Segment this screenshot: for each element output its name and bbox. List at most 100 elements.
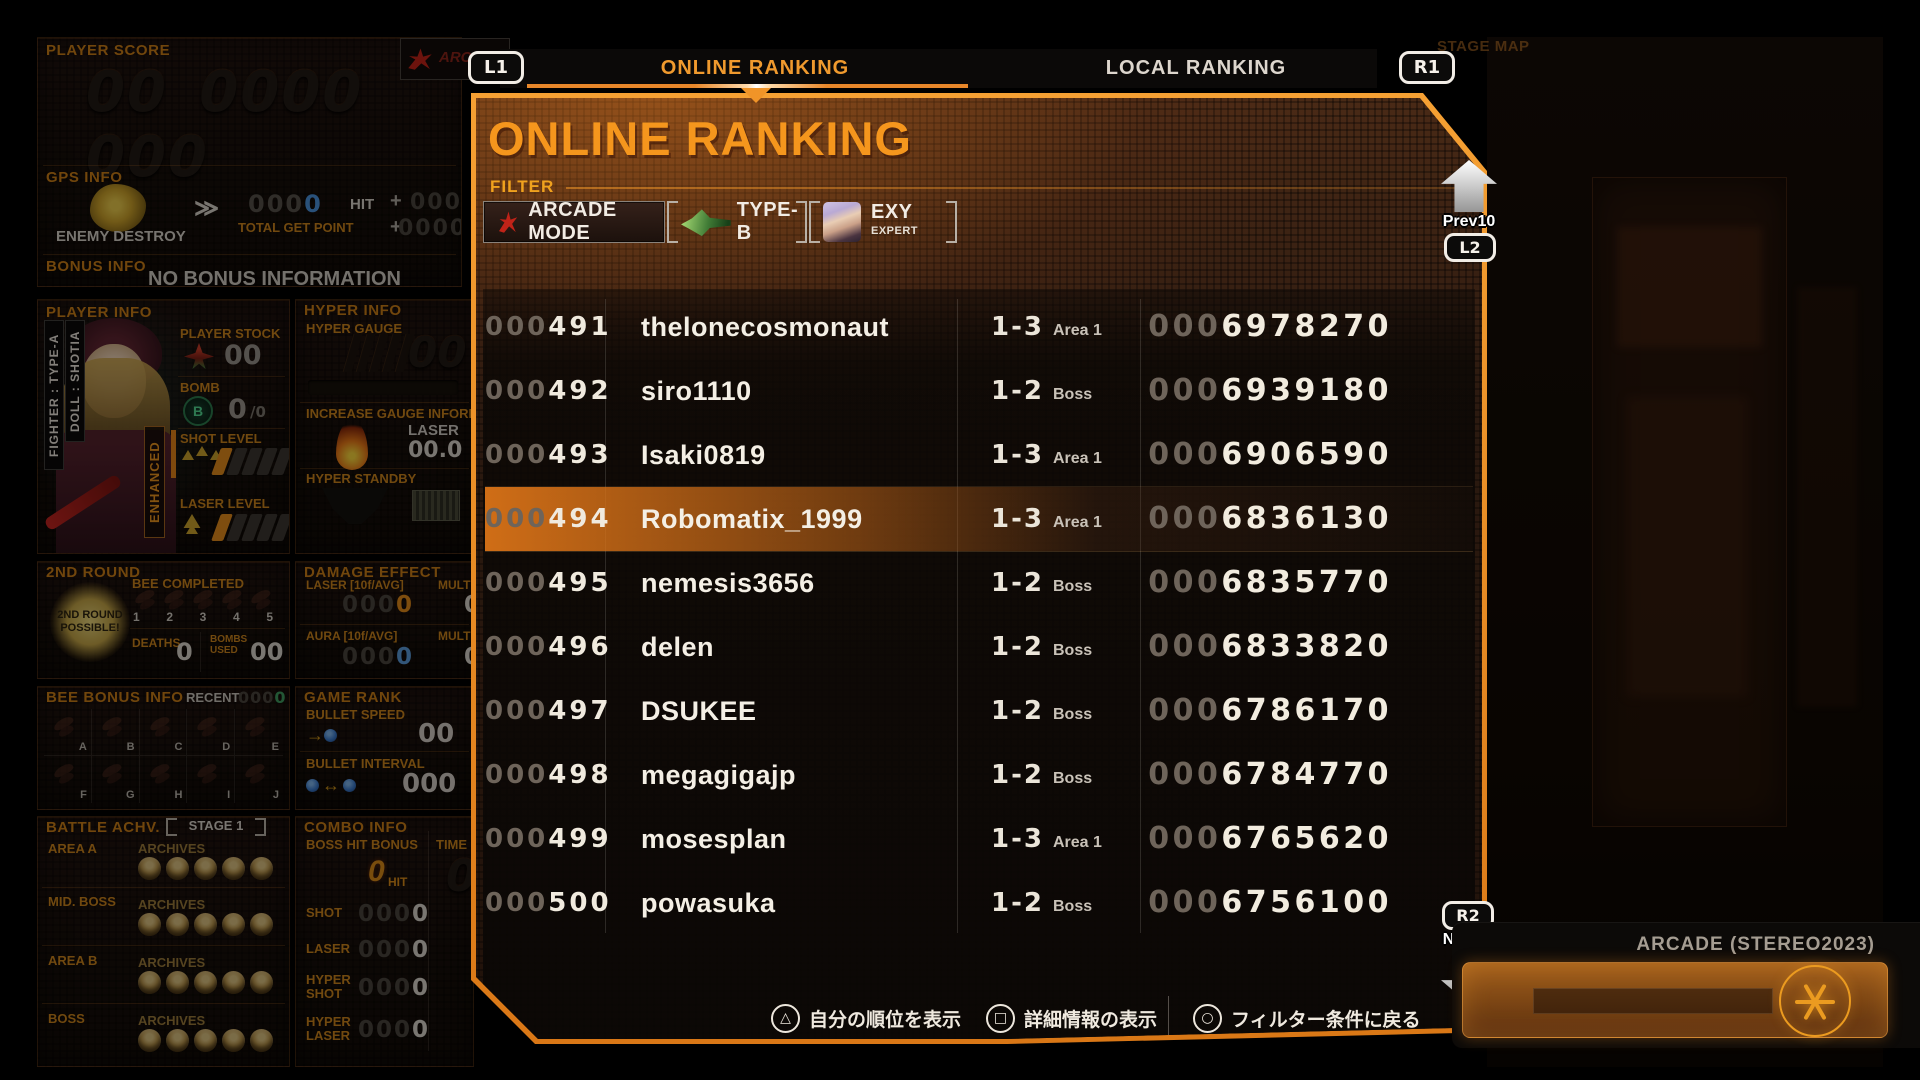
player-score-panel: PLAYER SCORE 00 0000 000 GPS INFO ENEMY … — [37, 37, 462, 287]
hyper-gauge-value: 00 — [408, 328, 467, 377]
ranking-row[interactable]: 000493 Isaki0819 1-3 Area 1 0006906590 — [485, 423, 1473, 487]
divider — [42, 1003, 285, 1004]
gps-value-1: 000 — [410, 190, 462, 215]
score-pad: 000 — [1148, 501, 1222, 536]
tab-local-ranking[interactable]: LOCAL RANKING — [1105, 57, 1287, 79]
stage-area: Boss — [1052, 706, 1093, 723]
divider — [200, 632, 201, 672]
game-rank-panel: GAME RANK BULLET SPEED → 00 BULLET INTER… — [295, 686, 474, 810]
rank-pad: 000 — [485, 312, 549, 342]
increase-gauge-label: INCREASE GAUGE INFORMAT — [306, 406, 473, 421]
bullet-interval-icon: ↔ — [306, 775, 356, 796]
hyper-gauge-bar — [308, 380, 458, 395]
divider — [42, 945, 285, 946]
ranking-row[interactable]: 000498 megagigajp 1-2 Boss 0006784770 — [485, 743, 1473, 807]
column-divider — [957, 299, 958, 933]
r1-shoulder-button[interactable]: R1 — [1399, 51, 1455, 84]
second-round-possible-badge: 2ND ROUND POSSIBLE! — [50, 582, 130, 662]
filter-arcade-mode-button[interactable]: ARCADE MODE — [483, 199, 665, 244]
show-my-rank-button[interactable]: △ 自分の順位を表示 — [771, 998, 961, 1038]
score-pad: 000 — [1148, 565, 1222, 600]
increase-laser-value: 00.0 — [408, 438, 463, 463]
hyper-gauge-label: HYPER GAUGE — [306, 321, 403, 336]
second-round-panel: 2ND ROUND 2ND ROUND POSSIBLE! BEE COMPLE… — [37, 561, 290, 679]
stage-map-backdrop — [1487, 37, 1883, 1067]
score-pad: 000 — [1148, 629, 1222, 664]
l1-shoulder-button[interactable]: L1 — [468, 51, 524, 84]
player-info-panel: PLAYER INFO FIGHTER : TYPE-A DOLL : SHOT… — [37, 299, 290, 554]
score-pad: 000 — [1148, 437, 1222, 472]
combo-row-label: SHOT — [306, 905, 343, 920]
bomb-label: BOMB — [180, 380, 220, 395]
bee-grid: A B C D E F G H I J — [44, 709, 283, 803]
ranking-row[interactable]: 000491 thelonecosmonaut 1-3 Area 1 000697… — [485, 295, 1473, 359]
combo-row-label: HYPER SHOT — [306, 972, 351, 1001]
triangle-button-icon: △ — [771, 1003, 800, 1033]
section-label: AREA B — [48, 953, 98, 968]
circle-button-icon: ○ — [1193, 1003, 1222, 1033]
divider — [300, 468, 469, 469]
ranking-row[interactable]: 000496 delen 1-2 Boss 0006833820 — [485, 615, 1473, 679]
damage-effect-panel: DAMAGE EFFECT LASER [10f/AVG] 0000 MULTI… — [295, 561, 474, 679]
type-b-ship-icon — [681, 209, 731, 237]
hyper-gauge-ticks — [342, 334, 415, 372]
ranking-row-selected[interactable]: 000494 Robomatix_1999 1-3 Area 1 00068361… — [485, 487, 1473, 551]
show-my-rank-label: 自分の順位を表示 — [809, 1009, 962, 1031]
ranking-row[interactable]: 000500 powasuka 1-2 Boss 0006756100 — [485, 871, 1473, 935]
ranking-row[interactable]: 000492 siro1110 1-2 Boss 0006939180 — [485, 359, 1473, 423]
laser-level-label: LASER LEVEL — [180, 496, 270, 511]
divider — [300, 402, 469, 403]
filter-ship-type-button[interactable]: TYPE-B — [667, 199, 807, 244]
divider — [130, 628, 285, 629]
stage-map-label: STAGE MAP — [1437, 38, 1530, 55]
stage-area: Area 1 — [1052, 514, 1102, 531]
archives-label: ARCHIVES — [138, 897, 206, 912]
fighter-type-tag: FIGHTER : TYPE-A — [44, 320, 64, 470]
arcade-emblem-icon — [1779, 965, 1851, 1037]
bomb-value: 0 — [228, 394, 247, 425]
bee-completed-label: BEE COMPLETED — [132, 576, 244, 591]
ranking-row[interactable]: 000495 nemesis3656 1-2 Boss 0006835770 — [485, 551, 1473, 615]
rank-pad: 000 — [485, 568, 549, 598]
time-value: 0 — [446, 851, 474, 902]
player-score-title: PLAYER SCORE — [46, 42, 171, 59]
shot-level-bars — [211, 448, 289, 475]
player-info-title: PLAYER INFO — [46, 304, 153, 321]
back-to-filter-button[interactable]: ○ フィルター条件に戻る — [1193, 998, 1421, 1038]
stage-number: 1-2 — [991, 376, 1044, 406]
tab-online-ranking[interactable]: ONLINE RANKING — [660, 57, 850, 79]
l2-shoulder-button[interactable]: L2 — [1444, 233, 1496, 262]
bee-bonus-panel: BEE BONUS INFO RECENT 0000 A B C D E F G… — [37, 686, 290, 810]
filter-label: FILTER — [490, 177, 555, 196]
stock-value: 00 — [224, 340, 262, 371]
filter-type-label: TYPE-B — [736, 199, 799, 244]
prev10-label: Prev10 — [1442, 213, 1496, 230]
ranking-tab-bar: ONLINE RANKING LOCAL RANKING — [500, 49, 1377, 88]
divider — [300, 751, 469, 752]
bee-completed-icons — [133, 590, 275, 610]
divider — [43, 165, 456, 166]
player-name: powasuka — [641, 888, 776, 918]
player-name: mosesplan — [641, 824, 787, 854]
rank-number: 500 — [548, 888, 612, 918]
stage-number: 1-2 — [991, 632, 1044, 662]
arcade-mode-label: ARCADE (STEREO2023) — [1636, 934, 1875, 955]
bomb-icon: B — [183, 396, 213, 426]
show-details-button[interactable]: □ 詳細情報の表示 — [986, 998, 1157, 1038]
panel-title: ONLINE RANKING — [488, 112, 912, 165]
score-value: 6906590 — [1221, 437, 1392, 472]
filter-character-button[interactable]: EXY EXPERT — [809, 201, 957, 243]
stage-number: 1-3 — [991, 824, 1044, 854]
bullet-interval-value: 000 — [402, 769, 457, 799]
ranking-row[interactable]: 000497 DSUKEE 1-2 Boss 0006786170 — [485, 679, 1473, 743]
panel-body: ONLINE RANKING FILTER ARCADE MODE TYPE-B… — [476, 98, 1482, 1039]
bullet-speed-icon: → — [306, 725, 337, 746]
rank-pad: 000 — [485, 888, 549, 918]
stage-number: 1-2 — [991, 888, 1044, 918]
ranking-row[interactable]: 000499 mosesplan 1-3 Area 1 0006765620 — [485, 807, 1473, 871]
rank-pad: 000 — [485, 504, 549, 534]
score-pad: 000 — [1148, 309, 1222, 344]
score-value: 6784770 — [1221, 757, 1392, 792]
stage-number: 1-3 — [991, 312, 1044, 342]
